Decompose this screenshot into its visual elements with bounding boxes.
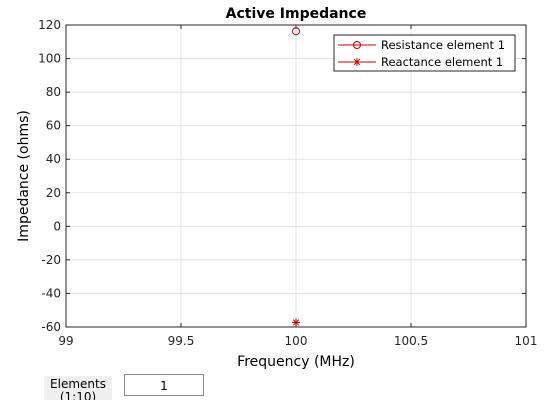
x-tick-label: 99.5 [168, 334, 195, 348]
x-tick-label: 101 [515, 334, 538, 348]
legend: Resistance element 1 Reactance element 1 [333, 34, 516, 72]
marker-stroke [292, 319, 300, 326]
y-tick-label: 20 [46, 186, 61, 200]
y-tick-label: -40 [41, 286, 61, 300]
x-tick-label: 100.5 [394, 334, 428, 348]
y-tick-label: 0 [53, 219, 61, 233]
legend-marker [353, 58, 361, 66]
elements-input[interactable]: 1 [124, 374, 204, 396]
y-tick-label: -60 [41, 320, 61, 334]
y-tick-label: 100 [38, 52, 61, 66]
y-tick-label: 40 [46, 152, 61, 166]
legend-label: Resistance element 1 [381, 38, 505, 52]
x-axis-label: Frequency (MHz) [237, 354, 355, 370]
chart-title: Active Impedance [226, 6, 367, 22]
resistance-point [292, 27, 300, 36]
x-tick-label: 100 [285, 334, 308, 348]
legend-marker [353, 41, 361, 49]
reactance-point [292, 318, 300, 327]
y-tick-label: -20 [41, 253, 61, 267]
y-tick-label: 80 [46, 85, 61, 99]
elements-label: Elements (1:10) [44, 376, 112, 400]
legend-label: Reactance element 1 [381, 55, 503, 69]
y-tick-label: 120 [38, 18, 61, 32]
legend-box [333, 34, 516, 72]
x-tick-label: 99 [58, 334, 73, 348]
marker-stroke [353, 58, 361, 66]
y-tick-label: 60 [46, 119, 61, 133]
y-axis-label: Impedance (ohms) [16, 110, 32, 242]
elements-label-text: Elements (1:10) [50, 377, 106, 401]
